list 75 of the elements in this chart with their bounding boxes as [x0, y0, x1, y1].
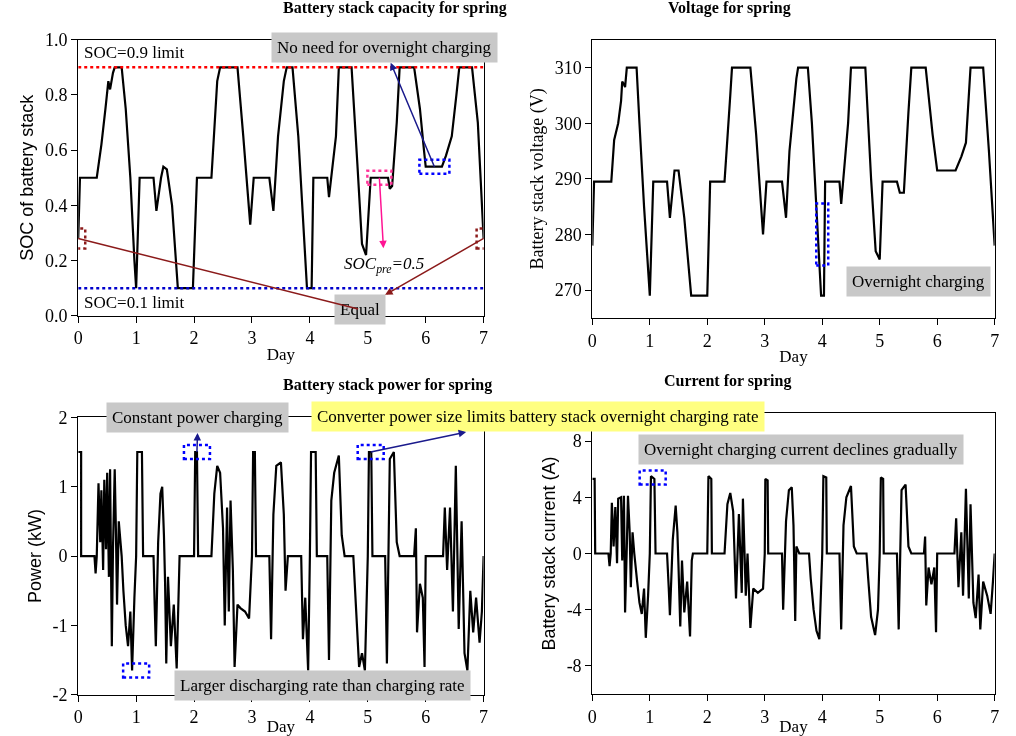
y-tick-label: 0.6 [45, 140, 68, 161]
x-tick-label: 3 [247, 328, 257, 349]
annotation: No need for overnight charging [277, 38, 492, 57]
x-tick-label: 0 [73, 707, 83, 728]
chart-title: Battery stack capacity for spring [283, 0, 507, 17]
x-tick-label: 5 [363, 328, 373, 349]
x-tick-label: 3 [760, 330, 770, 351]
y-tick-label: -1 [52, 615, 68, 636]
x-tick-label: 7 [990, 330, 1000, 351]
annotation: Overnight charging [852, 272, 985, 291]
x-tick-label: 2 [189, 328, 199, 349]
x-tick-label: 4 [305, 328, 315, 349]
y-axis-title: Power (kW) [24, 509, 45, 604]
y-tick-label: -2 [52, 685, 68, 706]
y-tick-label: 8 [572, 431, 582, 452]
y-tick-label: 0 [58, 546, 68, 567]
x-tick-label: 2 [702, 330, 712, 351]
x-tick-label: 1 [131, 328, 141, 349]
y-tick-label: 310 [554, 57, 582, 78]
x-tick-label: 5 [875, 330, 885, 351]
y-axis-title: SOC of battery stack [17, 93, 38, 261]
x-tick-label: 5 [875, 706, 885, 727]
ref-line-label: SOC=0.9 limit [84, 43, 185, 62]
y-tick-label: 1 [58, 476, 68, 497]
x-axis-title: Day [266, 717, 296, 736]
x-tick-label: 0 [587, 330, 597, 351]
x-tick-label: 6 [932, 330, 942, 351]
x-tick-label: 2 [702, 706, 712, 727]
ref-line-label: SOC=0.1 limit [84, 293, 185, 312]
x-tick-label: 1 [131, 707, 141, 728]
x-tick-label: 7 [479, 328, 489, 349]
chart-title: Battery stack power for spring [283, 376, 493, 394]
y-tick-label: 0.4 [45, 195, 68, 216]
x-tick-label: 1 [645, 330, 655, 351]
x-tick-label: 5 [363, 707, 373, 728]
x-tick-label: 7 [990, 706, 1000, 727]
y-axis-title: Battery stack current (A) [538, 456, 559, 651]
x-tick-label: 3 [247, 707, 257, 728]
x-tick-label: 4 [817, 330, 827, 351]
x-tick-label: 3 [760, 706, 770, 727]
x-tick-label: 1 [645, 706, 655, 727]
chart-title: Current for spring [664, 372, 792, 390]
annotation: SOC$_{pre}$=0.5 [344, 254, 425, 276]
y-tick-label: 0 [572, 543, 582, 564]
x-tick-label: 4 [305, 707, 315, 728]
annotation: Equal [340, 300, 380, 319]
y-tick-label: 0.2 [45, 250, 68, 271]
x-tick-label: 7 [479, 707, 489, 728]
y-tick-label: 290 [554, 169, 582, 190]
y-tick-label: -8 [566, 656, 582, 677]
x-axis-title: Day [779, 717, 809, 736]
x-tick-label: 0 [587, 706, 597, 727]
x-tick-label: 6 [421, 328, 431, 349]
y-tick-label: 4 [572, 487, 582, 508]
annotation: Overnight charging current declines gradually [644, 440, 958, 459]
y-tick-label: 280 [554, 224, 582, 245]
x-tick-label: 6 [932, 706, 942, 727]
x-axis-title: Day [266, 344, 296, 364]
y-tick-label: 2 [58, 407, 68, 428]
x-axis-title: Day [779, 347, 809, 367]
x-tick-label: 0 [73, 328, 83, 349]
y-tick-label: 0.8 [45, 85, 68, 106]
x-tick-label: 2 [189, 707, 199, 728]
chart-title: Voltage for spring [668, 0, 791, 17]
y-tick-label: 270 [554, 280, 582, 301]
x-tick-label: 6 [421, 707, 431, 728]
y-tick-label: -4 [566, 600, 582, 621]
annotation: Converter power size limits battery stack overnight charging rate [317, 407, 759, 426]
x-tick-label: 4 [817, 706, 827, 727]
y-tick-label: 1.0 [45, 30, 68, 51]
y-tick-label: 300 [554, 113, 582, 134]
annotation: Larger discharging rate than charging rate [180, 676, 465, 695]
y-tick-label: 0.0 [45, 306, 68, 327]
y-axis-title: Battery stack voltage (V) [526, 88, 548, 270]
annotation: Constant power charging [112, 408, 284, 427]
